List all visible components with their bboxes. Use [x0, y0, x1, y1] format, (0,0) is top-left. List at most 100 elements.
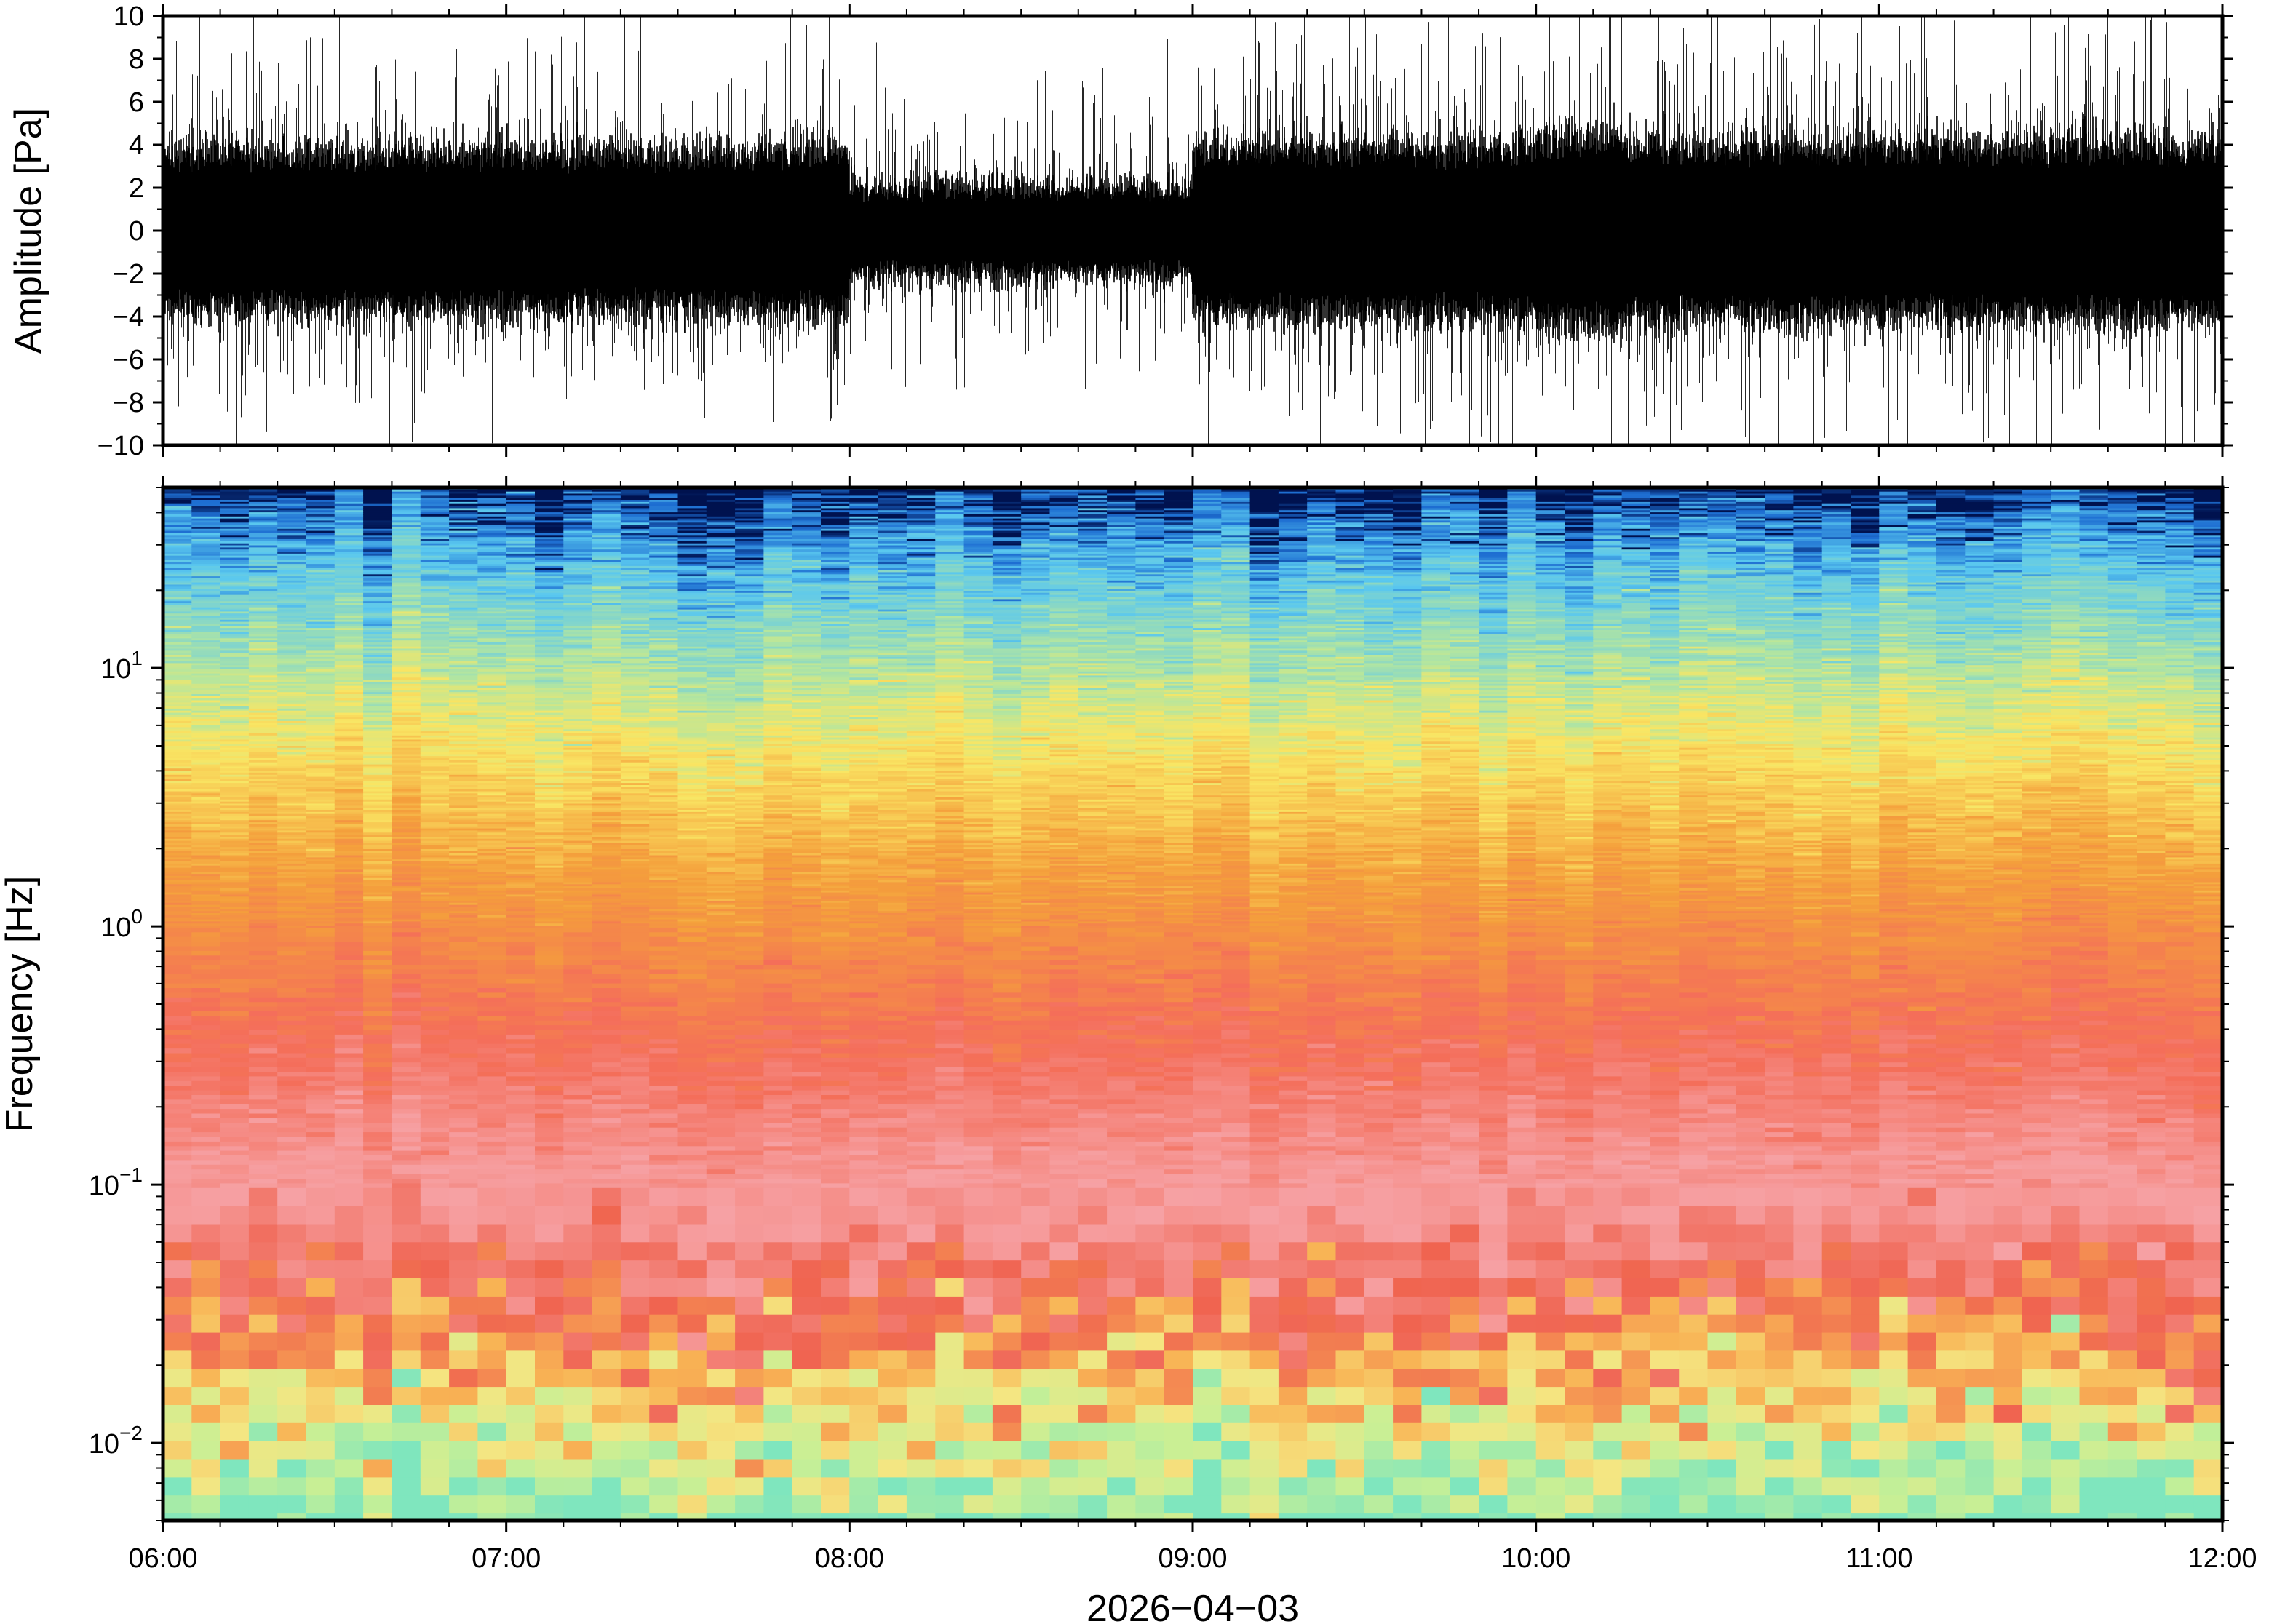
spectrogram-cell	[306, 644, 335, 648]
spectrogram-cell	[420, 744, 450, 747]
spectrogram-cell	[163, 578, 193, 581]
spectrogram-cell	[163, 737, 193, 741]
spectrogram-cell	[191, 824, 221, 827]
spectrogram-cell	[420, 927, 450, 934]
spectrogram-cell	[191, 576, 221, 579]
spectrogram-cell	[363, 899, 393, 901]
spectrogram-cell	[248, 594, 278, 598]
spectrogram-cell	[248, 510, 278, 513]
spectrogram-cell	[363, 710, 393, 714]
spectrogram-cell	[334, 586, 364, 589]
spectrogram-cell	[563, 1187, 593, 1207]
spectrogram-cell	[191, 673, 221, 677]
spectrogram-cell	[363, 749, 393, 753]
spectrogram-cell	[248, 520, 278, 523]
spectrogram-cell	[163, 634, 193, 637]
spectrogram-cell	[535, 1174, 565, 1179]
spectrogram-cell	[248, 795, 278, 798]
spectrogram-cell	[191, 632, 221, 635]
spectrogram-cell	[363, 849, 393, 852]
spectrogram-cell	[306, 533, 335, 536]
spectrogram-cell	[420, 694, 450, 697]
spectrogram-cell	[306, 717, 335, 720]
spectrogram-cell	[277, 688, 307, 691]
spectrogram-cell	[535, 1441, 565, 1460]
spectrogram-cell	[220, 493, 250, 497]
spectrogram-cell	[563, 1076, 593, 1082]
spectrogram-cell	[191, 867, 221, 871]
spectrogram-cell	[248, 586, 278, 589]
spectrogram-cell	[191, 710, 221, 714]
spectrogram-cell	[420, 1067, 450, 1072]
spectrogram-cell	[220, 741, 250, 744]
spectrogram-cell	[334, 704, 364, 707]
spectrogram-cell	[163, 501, 193, 505]
spectrogram-cell	[277, 799, 307, 803]
spectrogram-cell	[277, 729, 307, 732]
spectrogram-cell	[334, 774, 364, 778]
spectrogram-cell	[334, 875, 364, 879]
spectrogram-cell	[334, 1350, 364, 1369]
spectrogram-cell	[220, 1350, 250, 1369]
spectrogram-cell	[163, 843, 193, 846]
spectrogram-cell	[334, 828, 364, 832]
spectrogram-cell	[248, 1006, 278, 1012]
spectrogram-cell	[220, 520, 250, 523]
spectrogram-cell	[449, 1057, 479, 1063]
spectrogram-cell	[220, 1030, 250, 1035]
spectrogram-cell	[306, 1076, 335, 1082]
spectrogram-cell	[334, 960, 364, 966]
spectrogram-cell	[392, 552, 421, 554]
spectrogram-cell	[363, 667, 393, 670]
spectrogram-cell	[334, 888, 364, 891]
spectrogram-cell	[306, 741, 335, 744]
spectrogram-cell	[163, 824, 193, 827]
spectrogram-cell	[392, 1002, 421, 1008]
spectrogram-cell	[592, 1057, 621, 1063]
spectrogram-cell	[535, 1332, 565, 1352]
spectrogram-cell	[620, 1095, 650, 1101]
spectrogram-cell	[220, 1043, 250, 1049]
spectrogram-cell	[248, 915, 278, 918]
spectrogram-cell	[306, 997, 335, 1003]
spectrogram-cell	[248, 725, 278, 728]
spectrogram-cell	[392, 1183, 421, 1189]
spectrogram-cell	[563, 946, 593, 952]
spectrogram-cell	[334, 690, 364, 693]
spectrogram-cell	[191, 648, 221, 652]
spectrogram-cell	[163, 597, 193, 600]
spectrogram-cell	[535, 1072, 565, 1078]
spectrogram-cell	[191, 771, 221, 773]
spectrogram-cell	[220, 1113, 250, 1119]
spectrogram-cell	[334, 720, 364, 724]
spectrogram-cell	[334, 1187, 364, 1207]
spectrogram-cell	[392, 909, 421, 912]
spectrogram-cell	[449, 1146, 479, 1152]
spectrogram-cell	[420, 1314, 450, 1334]
spectrogram-cell	[363, 960, 393, 966]
spectrogram-cell	[363, 1242, 393, 1261]
spectrogram-cell	[363, 875, 393, 879]
spectrogram-cell	[535, 1123, 565, 1129]
spectrogram-cell	[277, 656, 307, 660]
spectrogram-cell	[392, 665, 421, 668]
spectrogram-cell	[191, 586, 221, 589]
spectrogram-cell	[248, 541, 278, 544]
spectrogram-cell	[392, 921, 421, 924]
spectrogram-cell	[420, 621, 450, 625]
spectrogram-cell	[363, 547, 393, 550]
spectrogram-cell	[306, 826, 335, 829]
spectrogram-cell	[363, 997, 393, 1003]
spectrogram-cell	[392, 634, 421, 637]
spectrogram-cell	[363, 737, 393, 741]
spectrogram-cell	[363, 603, 393, 606]
spectrogram-cell	[363, 655, 393, 658]
spectrogram-cell	[277, 1422, 307, 1442]
spectrogram-cell	[363, 656, 393, 660]
spectrogram-cell	[220, 489, 250, 493]
spectrogram-cell	[477, 960, 507, 966]
spectrogram-cell	[334, 1206, 364, 1225]
spectrogram-cell	[420, 489, 450, 493]
spectrogram-cell	[363, 1495, 393, 1514]
spectrogram-cell	[449, 1002, 479, 1008]
